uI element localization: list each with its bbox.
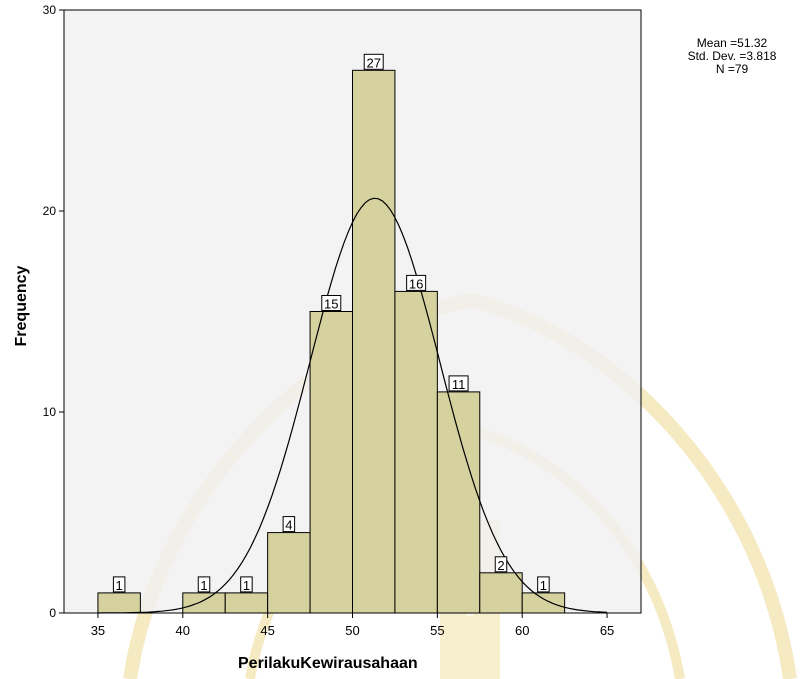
y-axis-title: Frequency xyxy=(13,265,30,347)
bar-count-label: 1 xyxy=(243,578,250,593)
bar-count-label: 15 xyxy=(324,297,338,312)
histogram-bar xyxy=(479,572,523,614)
x-tick-label: 40 xyxy=(176,623,190,638)
histogram-bar xyxy=(97,592,141,614)
bar-label-box xyxy=(494,556,508,573)
x-tick-label: 60 xyxy=(515,623,529,638)
bar-count-label: 16 xyxy=(409,276,423,291)
bar-count-label: 1 xyxy=(116,578,123,593)
histogram-bar xyxy=(224,592,269,614)
y-tick-label: 30 xyxy=(43,3,57,17)
y-tick-label: 10 xyxy=(43,405,57,419)
histogram-bar xyxy=(436,391,481,614)
bar-label-box xyxy=(112,576,126,593)
bar-count-label: 1 xyxy=(200,578,207,593)
histogram-bar xyxy=(394,290,438,614)
bar-label-box xyxy=(321,295,342,311)
x-tick-label: 65 xyxy=(600,623,614,638)
statistics-legend: Mean =51.32 Std. Dev. =3.818 N =79 xyxy=(664,37,800,76)
bar-label-box xyxy=(197,576,211,593)
x-axis-title: PerilakuKewirausahaan xyxy=(238,655,418,672)
x-tick-label: 35 xyxy=(91,623,105,638)
y-tick-label: 20 xyxy=(43,204,57,218)
histogram-bar xyxy=(182,592,226,614)
bar-label-box xyxy=(240,576,253,593)
stats-n: N =79 xyxy=(715,62,749,76)
x-tick-label: 55 xyxy=(430,623,444,638)
x-tick-label: 45 xyxy=(260,623,274,638)
bar-label-box xyxy=(282,516,296,533)
histogram-bar xyxy=(267,532,311,614)
x-tick-label: 50 xyxy=(345,623,359,638)
bar-label-box xyxy=(363,53,384,70)
histogram-bar xyxy=(352,69,396,614)
y-tick-label: 0 xyxy=(49,606,56,620)
bar-count-label: 1 xyxy=(540,578,547,593)
bar-count-label: 2 xyxy=(497,558,504,573)
bar-count-label: 11 xyxy=(452,377,466,392)
bar-label-box xyxy=(406,274,427,291)
histogram-bar xyxy=(521,592,566,614)
bar-count-label: 27 xyxy=(366,55,380,70)
stats-mean: Mean =51.32 xyxy=(696,36,768,50)
normal-curve xyxy=(97,197,608,614)
stats-std-dev: Std. Dev. =3.818 xyxy=(687,49,777,63)
bar-label-box xyxy=(448,375,469,392)
histogram-bar xyxy=(309,311,353,614)
bar-count-label: 4 xyxy=(285,518,292,533)
bar-label-box xyxy=(537,576,550,593)
